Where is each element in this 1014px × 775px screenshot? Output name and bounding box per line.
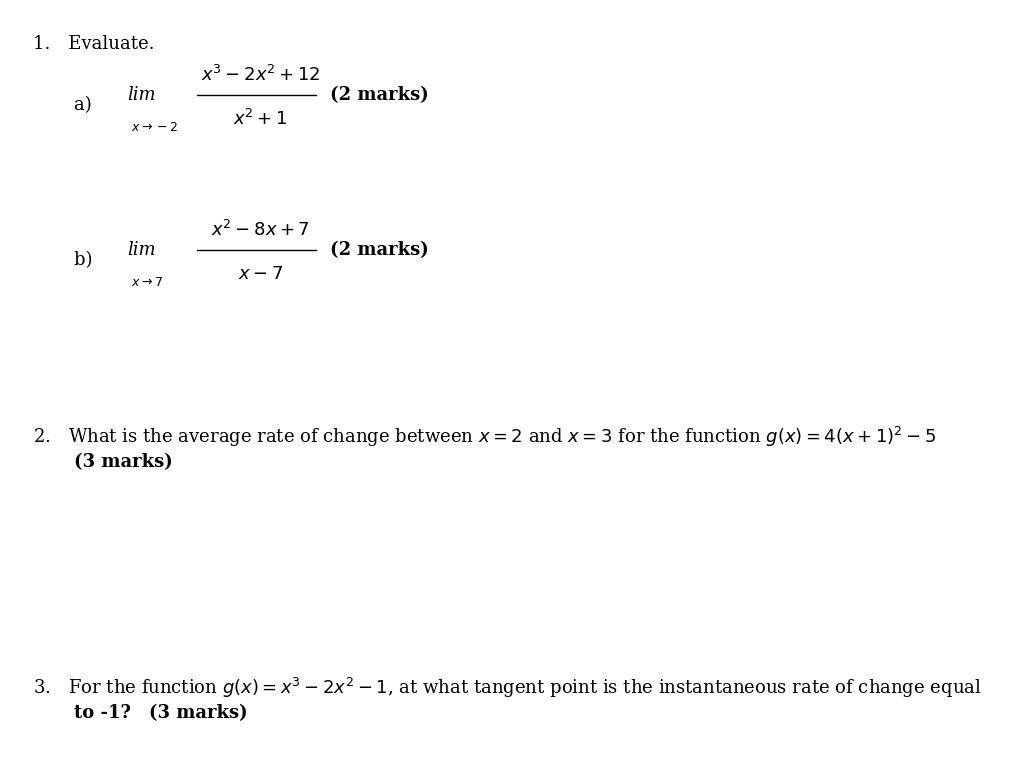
Text: $x^2 + 1$: $x^2 + 1$ [233, 109, 287, 129]
Text: to -1? (3 marks): to -1? (3 marks) [74, 704, 247, 722]
Text: (2 marks): (2 marks) [331, 241, 429, 260]
Text: $x^2 - 8x + 7$: $x^2 - 8x + 7$ [211, 220, 309, 240]
Text: b): b) [74, 250, 111, 269]
Text: 2. What is the average rate of change between $x = 2$ and $x = 3$ for the functi: 2. What is the average rate of change be… [32, 425, 936, 449]
Text: $x\rightarrow 7$: $x\rightarrow 7$ [131, 277, 163, 289]
Text: 3. For the function $g(x) = x^3 - 2x^2 - 1$, at what tangent point is the instan: 3. For the function $g(x) = x^3 - 2x^2 -… [32, 676, 982, 700]
Text: $x^3 - 2x^2 + 12$: $x^3 - 2x^2 + 12$ [201, 65, 320, 85]
Text: (2 marks): (2 marks) [331, 86, 429, 105]
Text: (3 marks): (3 marks) [74, 453, 172, 471]
Text: $x - 7$: $x - 7$ [237, 264, 283, 283]
Text: lim: lim [127, 86, 156, 105]
Text: $x\rightarrow -2$: $x\rightarrow -2$ [131, 122, 178, 134]
Text: 1. Evaluate.: 1. Evaluate. [32, 35, 154, 53]
Text: lim: lim [127, 241, 156, 260]
Text: a): a) [74, 95, 110, 114]
